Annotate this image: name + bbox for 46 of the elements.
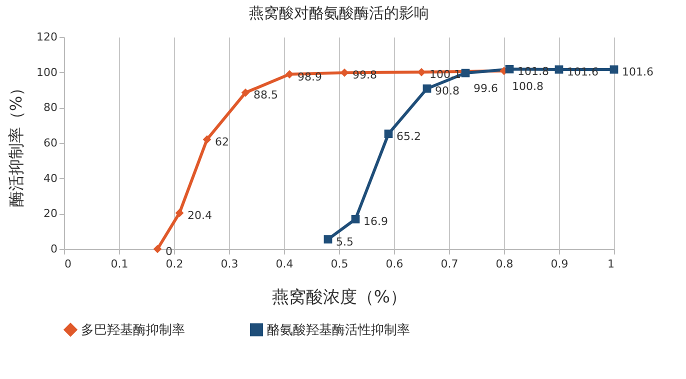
chart-title: 燕窝酸对酪氨酸酶活的影响 xyxy=(249,4,429,22)
data-label: 88.5 xyxy=(254,88,278,102)
point xyxy=(202,135,212,144)
x-tick-label: 0.4 xyxy=(276,258,294,270)
point xyxy=(610,65,618,74)
data-label: 62 xyxy=(215,135,229,148)
x-tick-label: 0.1 xyxy=(110,258,128,270)
x-tick-label: 1 xyxy=(608,258,614,270)
legend-label: 多巴羟基酶抑制率 xyxy=(81,322,185,338)
y-tick-label: 40 xyxy=(44,172,58,185)
x-tick-label: 0.5 xyxy=(330,258,348,270)
x-tick-label: 0 xyxy=(64,258,72,270)
data-label: 5.5 xyxy=(336,235,354,248)
legend-label: 酪氨酸羟基酶活性抑制率 xyxy=(267,322,410,338)
y-tick-label: 80 xyxy=(44,101,58,114)
x-tick-label: 0.6 xyxy=(386,258,404,270)
y-axis-title: 酶活抑制率（%） xyxy=(6,80,26,208)
y-tick-label: 120 xyxy=(36,30,58,44)
x-tick-label: 0.2 xyxy=(166,258,184,270)
y-tick-label: 60 xyxy=(44,136,58,150)
point xyxy=(153,244,162,254)
x-tick-label: 0.7 xyxy=(440,258,458,270)
data-label: 100.8 xyxy=(512,80,544,93)
y-tick-label: 100 xyxy=(36,66,58,79)
data-label: 0 xyxy=(166,245,172,258)
point xyxy=(384,130,393,138)
x-tick-label: 0.3 xyxy=(220,258,238,270)
x-tick-label: 0.8 xyxy=(496,258,514,270)
data-label: 101.6 xyxy=(622,66,654,79)
point xyxy=(175,208,184,218)
y-tick-label: 20 xyxy=(44,207,58,220)
point xyxy=(554,65,564,74)
x-axis-title: 燕窝酸浓度（%） xyxy=(272,288,408,308)
point xyxy=(505,64,514,74)
data-label: 16.9 xyxy=(364,215,388,228)
y-tick-label: 0 xyxy=(50,242,58,256)
point xyxy=(422,84,432,93)
point xyxy=(461,68,470,78)
x-tick-label: 0.9 xyxy=(550,258,568,270)
point xyxy=(241,88,250,97)
point xyxy=(351,214,360,224)
data-label: 99.6 xyxy=(474,82,498,96)
data-label: 20.4 xyxy=(188,208,212,222)
data-label: 90.8 xyxy=(435,84,460,98)
point xyxy=(324,235,332,244)
data-label: 65.2 xyxy=(396,130,421,143)
